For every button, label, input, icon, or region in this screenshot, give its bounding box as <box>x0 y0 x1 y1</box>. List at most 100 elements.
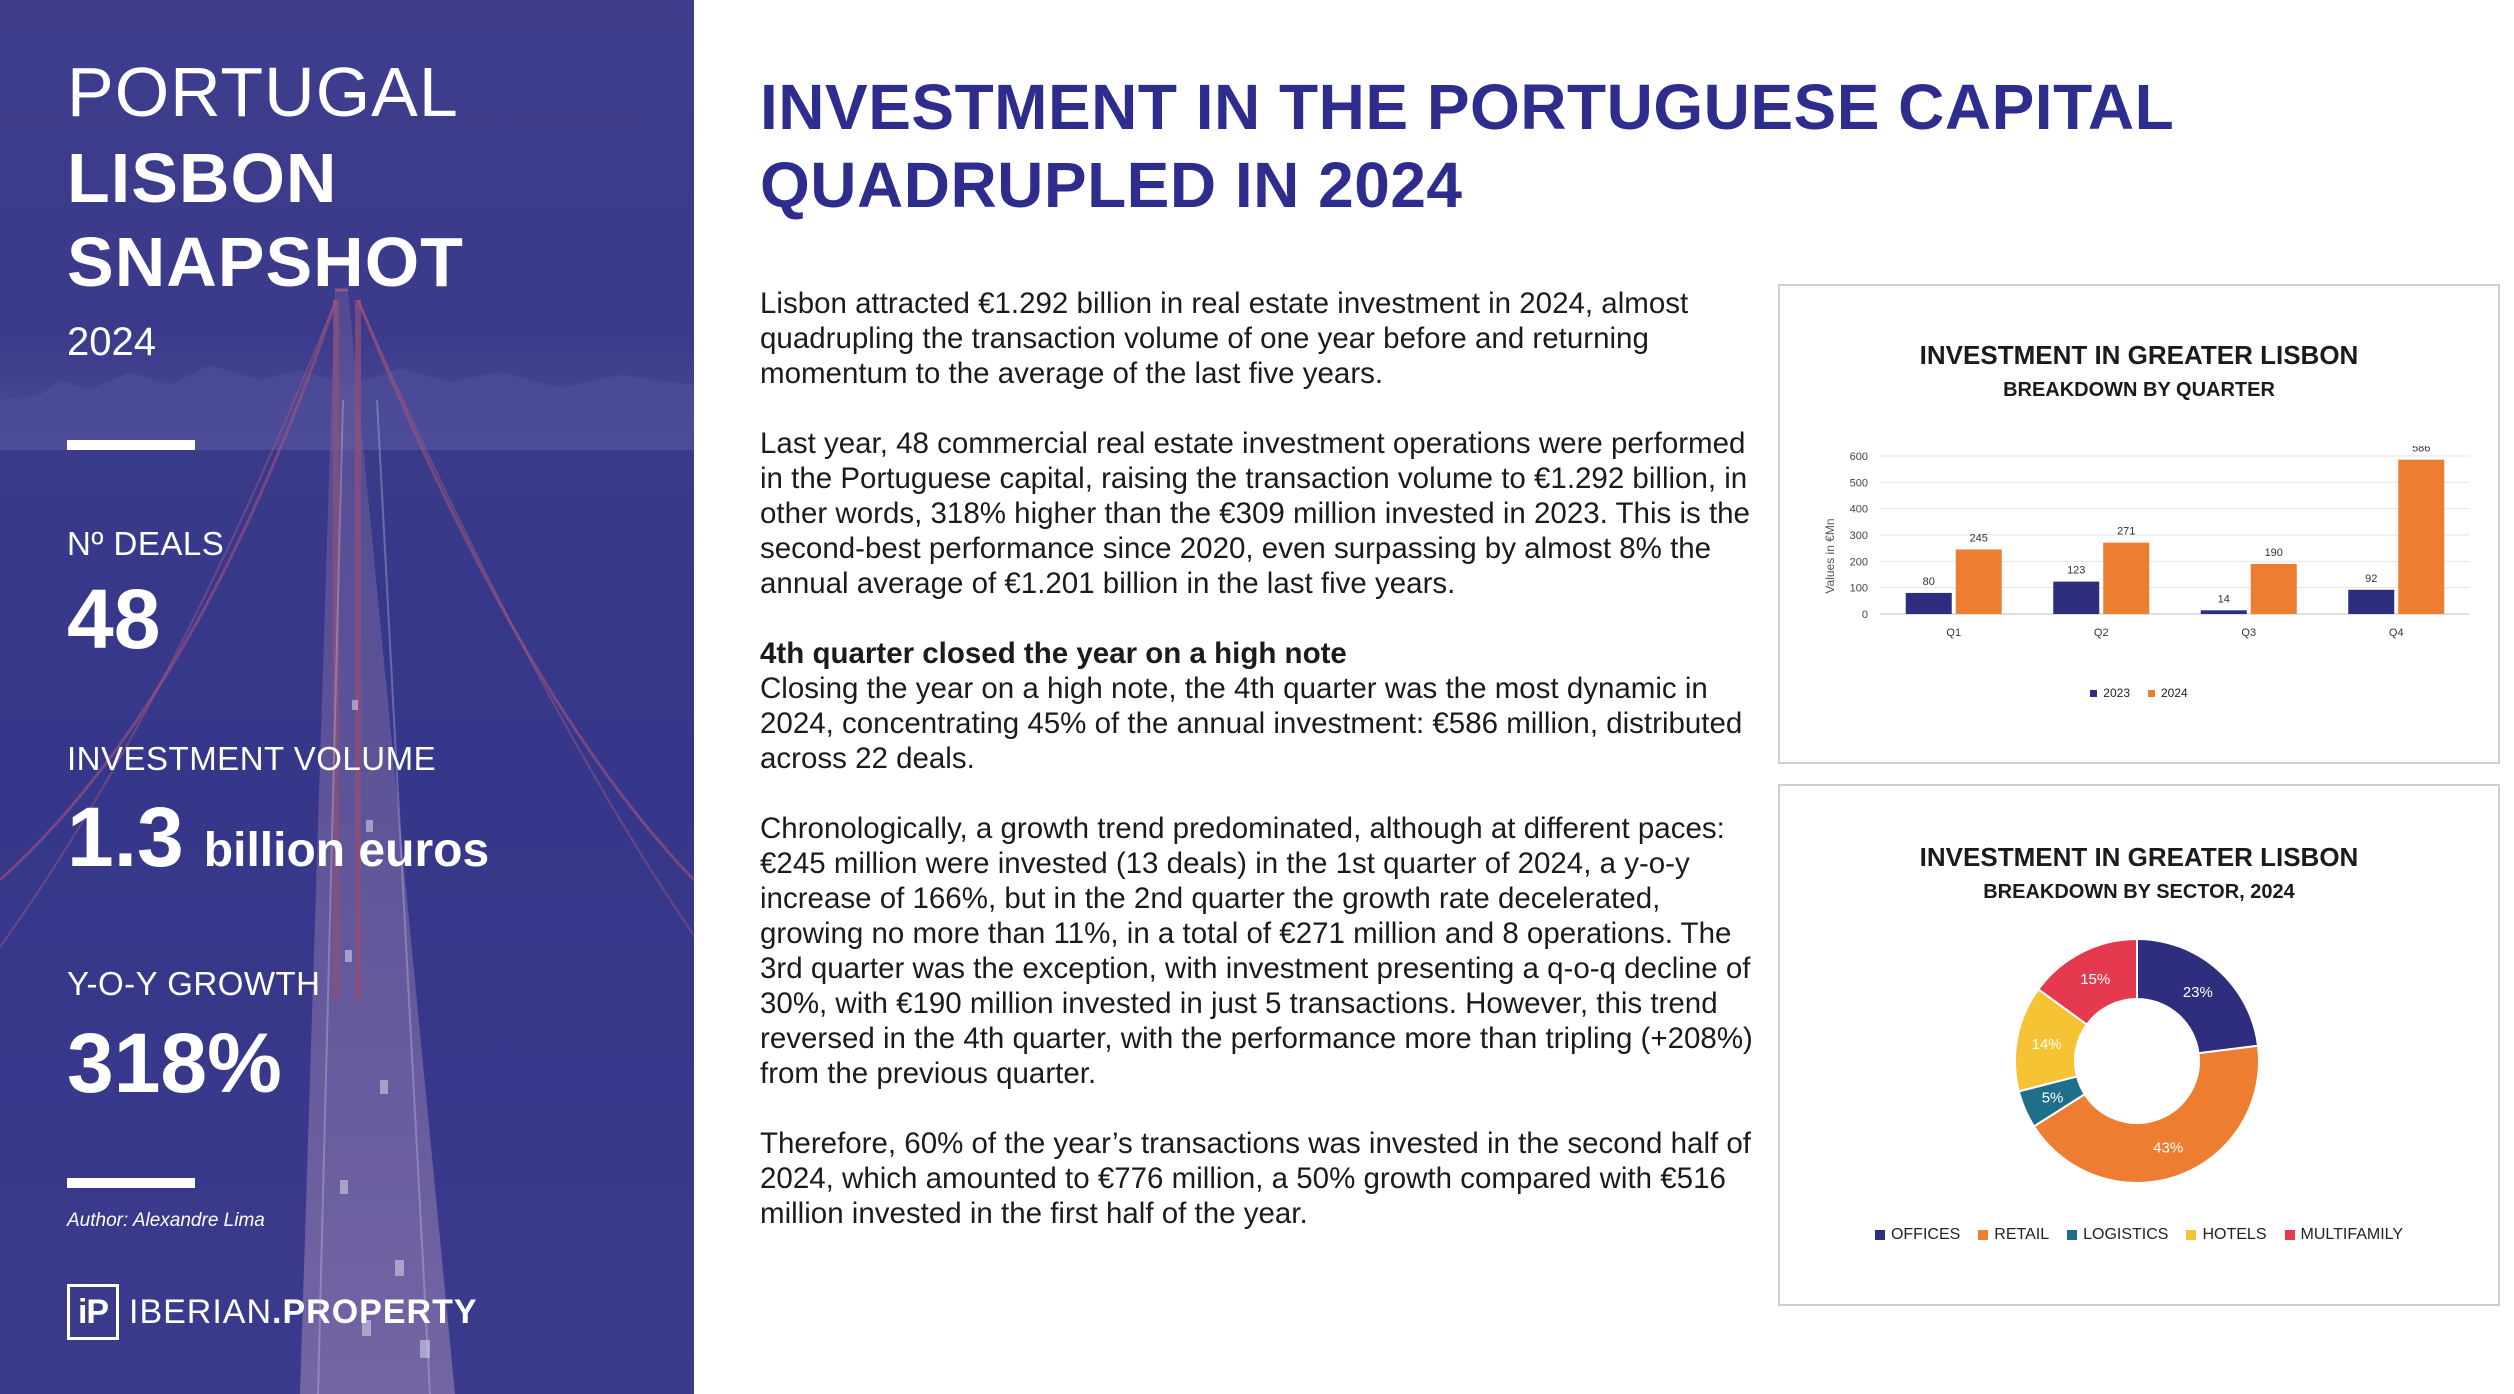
growth-label: Y-O-Y GROWTH <box>67 965 321 1002</box>
legend-item: LOGISTICS <box>2067 1226 2168 1244</box>
page-title: INVESTMENT IN THE PORTUGUESE CAPITAL QUA… <box>760 68 2260 224</box>
sidebar-snapshot: SNAPSHOT <box>67 223 464 301</box>
x-tick-label: Q2 <box>2094 627 2109 639</box>
legend-swatch <box>2067 1230 2078 1240</box>
y-tick-label: 300 <box>1850 530 1868 542</box>
bar-2023-Q4 <box>2348 589 2395 614</box>
logo-suffix: .PROPERTY <box>272 1292 478 1331</box>
sidebar-city: LISBON <box>67 139 338 217</box>
data-label: 123 <box>2067 565 2085 577</box>
paragraph-text: Closing the year on a high note, the 4th… <box>760 672 1743 775</box>
slice-label: 15% <box>2080 971 2110 988</box>
legend-item: MULTIFAMILY <box>2284 1226 2404 1244</box>
legend-swatch <box>1978 1230 1989 1240</box>
section-heading: 4th quarter closed the year on a high no… <box>760 637 1347 670</box>
data-label: 14 <box>2218 593 2230 605</box>
legend-label: RETAIL <box>1994 1226 2050 1243</box>
author-credit: Author: Alexandre Lima <box>67 1210 265 1231</box>
legend-item: 2024 <box>2148 686 2188 700</box>
bar-2024-Q3 <box>2250 563 2297 614</box>
bar-chart-subtitle: BREAKDOWN BY QUARTER <box>2003 379 2275 401</box>
y-tick-label: 400 <box>1850 504 1868 516</box>
slice-label: 14% <box>2032 1036 2062 1053</box>
divider <box>67 1178 195 1188</box>
bar-chart-title: INVESTMENT IN GREATER LISBON <box>1919 340 2359 370</box>
x-tick-label: Q4 <box>2389 627 2404 639</box>
logo-name: IBERIAN <box>129 1292 273 1331</box>
volume-unit: billion euros <box>203 824 490 877</box>
paragraph: Chronologically, a growth trend predomin… <box>760 812 1753 1090</box>
y-tick-label: 200 <box>1850 556 1868 568</box>
legend-swatch <box>2148 689 2155 697</box>
bar-2024-Q4 <box>2398 459 2445 614</box>
bar-chart-card: INVESTMENT IN GREATER LISBON BREAKDOWN B… <box>1778 284 2500 764</box>
donut-chart-title: INVESTMENT IN GREATER LISBON <box>1919 842 2359 872</box>
bridge-photo-background <box>0 288 694 1394</box>
y-axis-label: Values in €Mn <box>1823 518 1837 593</box>
legend-label: 2023 <box>2103 686 2130 700</box>
data-label: 245 <box>1970 532 1988 544</box>
paragraph: Last year, 48 commercial real estate inv… <box>760 427 1750 600</box>
paragraph-with-heading: 4th quarter closed the year on a high no… <box>760 636 1770 776</box>
slice-label: 43% <box>2153 1140 2183 1157</box>
data-label: 190 <box>2265 547 2283 559</box>
donut-chart: 23% 43% 5% 14% 15% <box>2014 937 2260 1184</box>
y-tick-label: 0 <box>1862 609 1868 621</box>
legend-label: OFFICES <box>1890 1226 1961 1243</box>
deals-label: Nº DEALS <box>67 525 225 562</box>
volume-figure: 1.3 billion euros <box>67 792 489 882</box>
y-tick-label: 500 <box>1850 477 1868 489</box>
sidebar-city-snapshot: LISBON SNAPSHOT <box>67 136 464 304</box>
legend-swatch <box>1874 1230 1885 1240</box>
bar-chart: Values in €Mn 0 100 200 300 400 500 600 80 245 Q1… <box>1823 446 2470 639</box>
legend-label: 2024 <box>2161 686 2188 700</box>
sidebar-year: 2024 <box>67 320 156 364</box>
bar-2023-Q3 <box>2200 610 2247 614</box>
legend-swatch <box>2090 689 2098 697</box>
slice-label: 23% <box>2183 984 2213 1001</box>
legend-item: 2023 <box>2090 686 2130 700</box>
data-label: 92 <box>2365 573 2377 585</box>
paragraph: Lisbon attracted €1.292 billion in real … <box>760 287 1689 390</box>
bar-2024-Q2 <box>2103 542 2150 614</box>
x-tick-label: Q1 <box>1946 627 1961 639</box>
data-label: 271 <box>2117 526 2135 538</box>
logo-wordmark: IBERIAN.PROPERTY <box>129 1293 478 1332</box>
bar-2024-Q1 <box>1955 549 2002 614</box>
legend-label: MULTIFAMILY <box>2300 1226 2404 1243</box>
x-tick-label: Q3 <box>2241 627 2256 639</box>
logo-mark: iP <box>67 1284 119 1340</box>
y-tick-label: 600 <box>1850 451 1868 463</box>
divider <box>67 440 195 450</box>
slice-multifamily <box>2036 937 2138 1026</box>
y-tick-label: 100 <box>1850 583 1868 595</box>
donut-chart-card: INVESTMENT IN GREATER LISBON BREAKDOWN B… <box>1778 784 2500 1306</box>
bar-chart-legend: 2023 2024 <box>1780 686 2498 700</box>
slice-label: 5% <box>2042 1090 2064 1107</box>
deals-value: 48 <box>67 572 161 666</box>
legend-label: HOTELS <box>2202 1226 2267 1243</box>
sidebar-panel: PORTUGAL LISBON SNAPSHOT 2024 Nº DEALS 4… <box>0 0 694 1394</box>
donut-chart-legend: OFFICES RETAIL LOGISTICS HOTELS MULTIFAMILY <box>1780 1226 2498 1244</box>
iberian-property-logo: iP IBERIAN.PROPERTY <box>67 1284 478 1340</box>
donut-chart-subtitle: BREAKDOWN BY SECTOR, 2024 <box>1983 881 2295 903</box>
volume-value: 1.3 <box>67 790 184 884</box>
data-label: 586 <box>2412 446 2430 455</box>
page-title-line-1: INVESTMENT IN THE PORTUGUESE CAPITAL <box>760 71 2175 143</box>
growth-value: 318% <box>67 1016 282 1110</box>
volume-label: INVESTMENT VOLUME <box>67 740 437 777</box>
sidebar-country: PORTUGAL <box>67 53 459 131</box>
paragraph: Therefore, 60% of the year’s transaction… <box>760 1127 1752 1230</box>
slice-retail <box>2032 1044 2260 1184</box>
page-title-line-2: QUADRUPLED IN 2024 <box>760 149 1463 221</box>
legend-item: OFFICES <box>1874 1226 1961 1244</box>
slice-offices <box>2136 937 2260 1055</box>
article-body: Lisbon attracted €1.292 billion in real … <box>760 286 1770 1266</box>
legend-swatch <box>2284 1230 2295 1240</box>
legend-label: LOGISTICS <box>2083 1226 2169 1243</box>
data-label: 80 <box>1923 576 1935 588</box>
bar-2023-Q1 <box>1905 592 1952 614</box>
legend-item: HOTELS <box>2186 1226 2267 1244</box>
legend-swatch <box>2186 1230 2197 1240</box>
legend-item: RETAIL <box>1978 1226 2049 1244</box>
